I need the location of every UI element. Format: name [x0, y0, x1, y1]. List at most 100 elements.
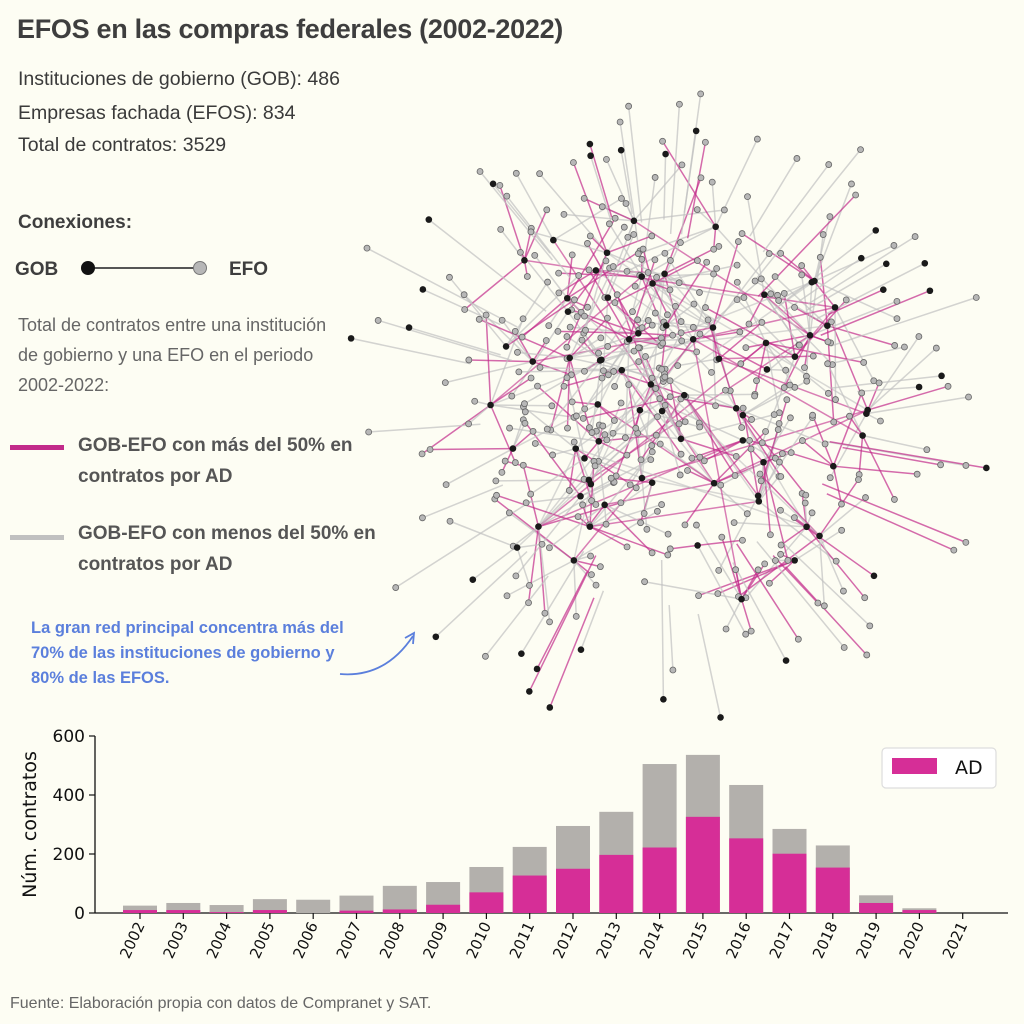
gob-node	[863, 410, 870, 417]
efo-node	[780, 289, 788, 297]
network-edge	[520, 550, 585, 655]
network-edge	[866, 396, 969, 415]
efo-node	[675, 420, 683, 428]
network-edge	[629, 338, 663, 344]
page-title: EFOS en las compras federales (2002-2022…	[17, 14, 563, 44]
efo-node	[651, 174, 659, 181]
gob-node	[791, 557, 798, 564]
gob-node	[739, 411, 747, 419]
network-edge	[496, 494, 591, 528]
gob-node	[577, 492, 584, 500]
efo-node	[690, 300, 698, 308]
efo-node	[511, 459, 519, 466]
efo-node	[644, 269, 652, 276]
efo-node	[708, 178, 716, 186]
network-edge	[641, 478, 648, 530]
efo-node	[848, 180, 855, 188]
efo-node	[801, 499, 809, 507]
network-edge	[818, 479, 860, 537]
efo-node	[652, 431, 660, 439]
network-edge	[813, 183, 853, 282]
network-edge	[765, 342, 796, 388]
x-tick-label: 2005	[246, 919, 278, 961]
efo-node	[446, 273, 453, 281]
efo-node	[536, 364, 544, 371]
efo-node	[678, 161, 686, 169]
efo-node	[632, 484, 640, 492]
efo-node	[521, 400, 528, 408]
efo-node	[508, 392, 516, 400]
gob-node	[763, 366, 771, 373]
network-edge	[736, 543, 799, 640]
network-edge	[867, 347, 937, 411]
efo-node	[603, 155, 610, 163]
efo-node	[734, 238, 742, 245]
efo-node	[648, 549, 656, 557]
efo-node	[374, 317, 382, 324]
efo-node	[798, 271, 806, 279]
network-edge	[813, 216, 831, 282]
network-edge	[669, 104, 681, 235]
efo-node	[838, 500, 845, 508]
efo-node	[568, 398, 576, 406]
bar-chart: 0 200 400 600 Núm. contratos 2002 2003 2004 2005…	[19, 727, 1008, 961]
efo-node	[802, 491, 810, 499]
bar-total	[252, 899, 287, 913]
x-tick-label: 2016	[722, 919, 754, 961]
efo-node	[765, 250, 773, 257]
network-edge	[633, 209, 725, 222]
efo-node	[965, 393, 972, 401]
network-edge	[665, 303, 695, 327]
efo-node	[571, 296, 578, 304]
efo-node	[669, 666, 677, 674]
efo-node	[563, 333, 571, 340]
efo-node	[618, 195, 625, 202]
network-edge	[643, 482, 653, 514]
efo-node	[595, 349, 602, 357]
bar-ad	[556, 868, 590, 913]
efo-node	[858, 389, 866, 397]
gob-node	[533, 665, 541, 673]
efo-node	[911, 233, 919, 240]
network-edge	[680, 413, 775, 440]
network-edge	[834, 307, 875, 382]
network-edge	[589, 525, 628, 548]
network-edge	[629, 337, 662, 341]
efo-node	[786, 381, 794, 389]
network-edge	[818, 535, 845, 592]
network-edge	[573, 477, 643, 561]
efo-node	[747, 445, 755, 453]
efo-node	[620, 223, 628, 231]
network-edge	[421, 404, 492, 455]
connections-description: Total de contratos entre una institución…	[18, 315, 327, 395]
gob-node	[564, 308, 572, 315]
efo-node	[791, 303, 798, 311]
efo-node	[555, 269, 563, 277]
network-edge	[490, 276, 643, 406]
efo-node	[426, 446, 434, 453]
efo-node	[722, 625, 730, 633]
network-edge	[684, 393, 755, 396]
network-edge	[809, 300, 898, 336]
network-edge	[641, 273, 714, 278]
gob-node	[635, 329, 642, 337]
network-nodes	[347, 90, 990, 721]
x-tick-label: 2003	[159, 919, 191, 961]
efo-node	[664, 530, 672, 538]
gob-node	[638, 273, 646, 280]
network-edge	[664, 376, 737, 409]
efo-node	[592, 581, 600, 589]
efo-node	[659, 339, 667, 347]
network-edge	[607, 283, 654, 347]
network-edge	[684, 482, 715, 526]
network-edge	[780, 526, 808, 546]
efo-node	[703, 258, 711, 266]
efo-node	[546, 618, 553, 626]
bar-total	[166, 902, 201, 913]
efo-node	[701, 138, 709, 146]
network-edge	[549, 357, 571, 431]
network-edge	[589, 500, 759, 528]
gob-node	[926, 287, 934, 295]
efo-node	[653, 273, 661, 281]
efo-node	[739, 536, 746, 544]
